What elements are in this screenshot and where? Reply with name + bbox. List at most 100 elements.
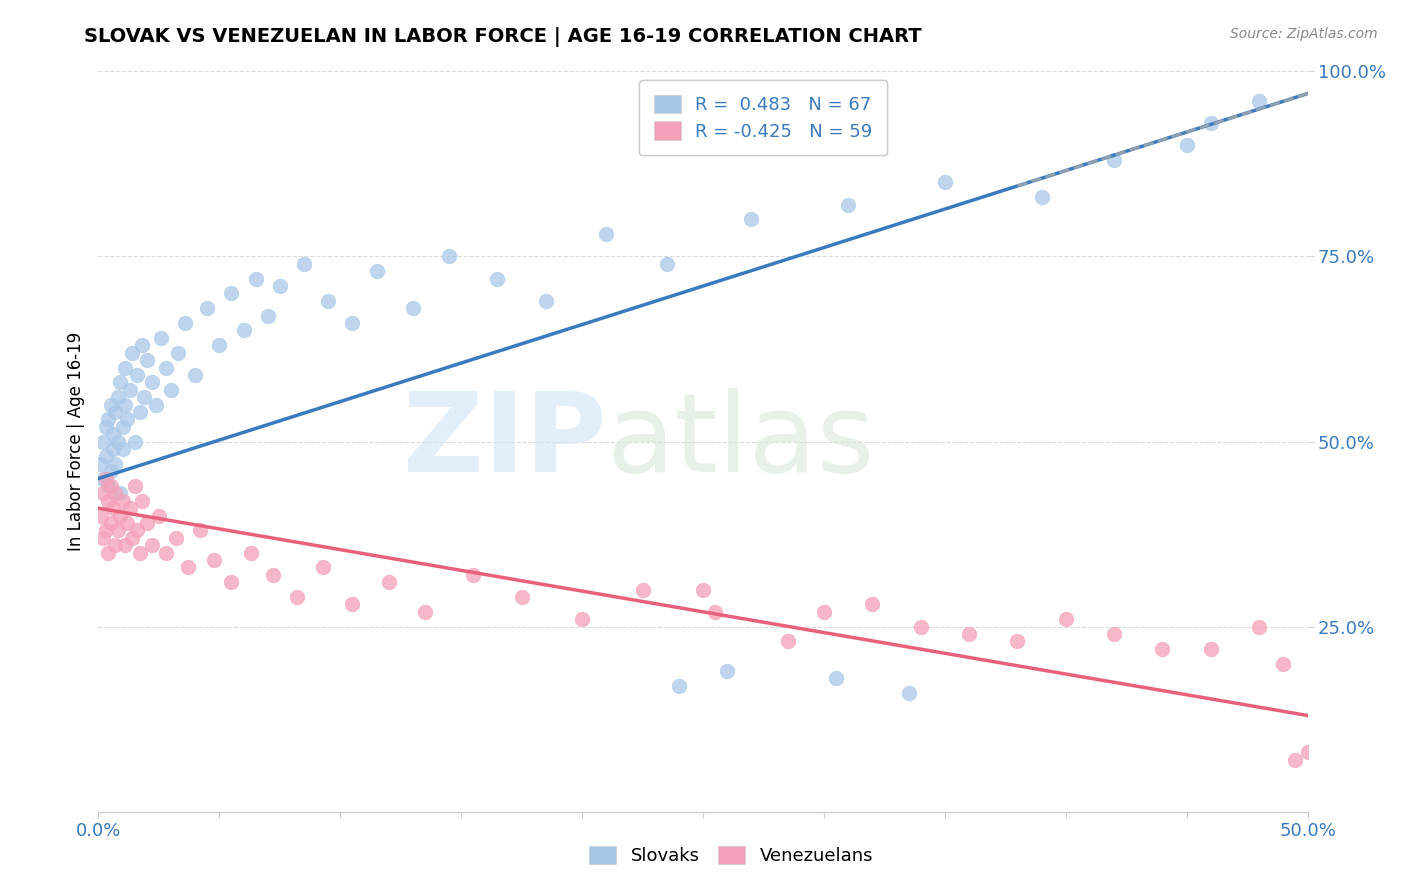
Point	[188, 524, 211, 538]
Point	[100, 516, 122, 530]
Point	[141, 538, 163, 552]
Point	[104, 538, 127, 552]
Point	[366, 264, 388, 278]
Point	[114, 398, 136, 412]
Point	[94, 450, 117, 464]
Point	[1284, 753, 1306, 767]
Point	[128, 546, 150, 560]
Point	[127, 524, 149, 538]
Point	[934, 175, 956, 190]
Point	[90, 457, 112, 471]
Point	[668, 679, 690, 693]
Point	[262, 567, 284, 582]
Point	[239, 546, 262, 560]
Point	[100, 398, 122, 412]
Point	[150, 331, 173, 345]
Text: SLOVAK VS VENEZUELAN IN LABOR FORCE | AGE 16-19 CORRELATION CHART: SLOVAK VS VENEZUELAN IN LABOR FORCE | AG…	[84, 27, 922, 46]
Point	[118, 383, 141, 397]
Point	[124, 479, 146, 493]
Point	[155, 546, 177, 560]
Point	[121, 345, 143, 359]
Point	[204, 553, 226, 567]
Point	[256, 309, 278, 323]
Point	[897, 686, 920, 700]
Point	[292, 257, 315, 271]
Point	[413, 605, 436, 619]
Point	[108, 508, 131, 523]
Point	[342, 316, 364, 330]
Point	[402, 301, 425, 316]
Point	[184, 368, 207, 382]
Point	[94, 471, 117, 485]
Point	[704, 605, 727, 619]
Point	[174, 316, 197, 330]
Point	[97, 493, 120, 508]
Point	[94, 419, 117, 434]
Point	[860, 598, 883, 612]
Point	[1249, 94, 1271, 108]
Point	[97, 412, 120, 426]
Point	[127, 368, 149, 382]
Point	[141, 376, 163, 390]
Point	[377, 575, 399, 590]
Point	[1054, 612, 1077, 626]
Point	[107, 434, 129, 449]
Point	[108, 376, 131, 390]
Text: Source: ZipAtlas.com: Source: ZipAtlas.com	[1230, 27, 1378, 41]
Point	[1102, 627, 1125, 641]
Point	[131, 338, 153, 352]
Point	[114, 538, 136, 552]
Point	[91, 531, 114, 545]
Point	[437, 250, 460, 264]
Point	[101, 501, 124, 516]
Point	[111, 419, 134, 434]
Point	[571, 612, 593, 626]
Point	[135, 516, 157, 530]
Point	[595, 227, 617, 242]
Point	[177, 560, 200, 574]
Point	[90, 508, 112, 523]
Point	[1031, 190, 1053, 204]
Point	[107, 390, 129, 404]
Point	[534, 293, 557, 308]
Point	[124, 434, 146, 449]
Point	[111, 442, 134, 456]
Point	[740, 212, 762, 227]
Point	[97, 546, 120, 560]
Point	[160, 383, 183, 397]
Point	[114, 360, 136, 375]
Point	[100, 464, 122, 478]
Point	[91, 471, 114, 485]
Point	[316, 293, 339, 308]
Point	[131, 493, 153, 508]
Point	[269, 279, 291, 293]
Y-axis label: In Labor Force | Age 16-19: In Labor Force | Age 16-19	[66, 332, 84, 551]
Point	[195, 301, 218, 316]
Point	[155, 360, 177, 375]
Point	[957, 627, 980, 641]
Text: atlas: atlas	[606, 388, 875, 495]
Point	[463, 567, 485, 582]
Point	[104, 405, 127, 419]
Point	[813, 605, 835, 619]
Point	[167, 345, 190, 359]
Point	[100, 479, 122, 493]
Point	[312, 560, 335, 574]
Point	[285, 590, 308, 604]
Text: ZIP: ZIP	[404, 388, 606, 495]
Point	[825, 672, 848, 686]
Point	[111, 493, 134, 508]
Point	[97, 479, 120, 493]
Legend: Slovaks, Venezuelans: Slovaks, Venezuelans	[581, 837, 882, 874]
Point	[165, 531, 187, 545]
Point	[101, 442, 124, 456]
Point	[107, 524, 129, 538]
Point	[118, 501, 141, 516]
Point	[145, 398, 167, 412]
Point	[121, 531, 143, 545]
Point	[1007, 634, 1029, 648]
Point	[134, 390, 156, 404]
Point	[486, 271, 509, 285]
Point	[94, 524, 117, 538]
Point	[342, 598, 364, 612]
